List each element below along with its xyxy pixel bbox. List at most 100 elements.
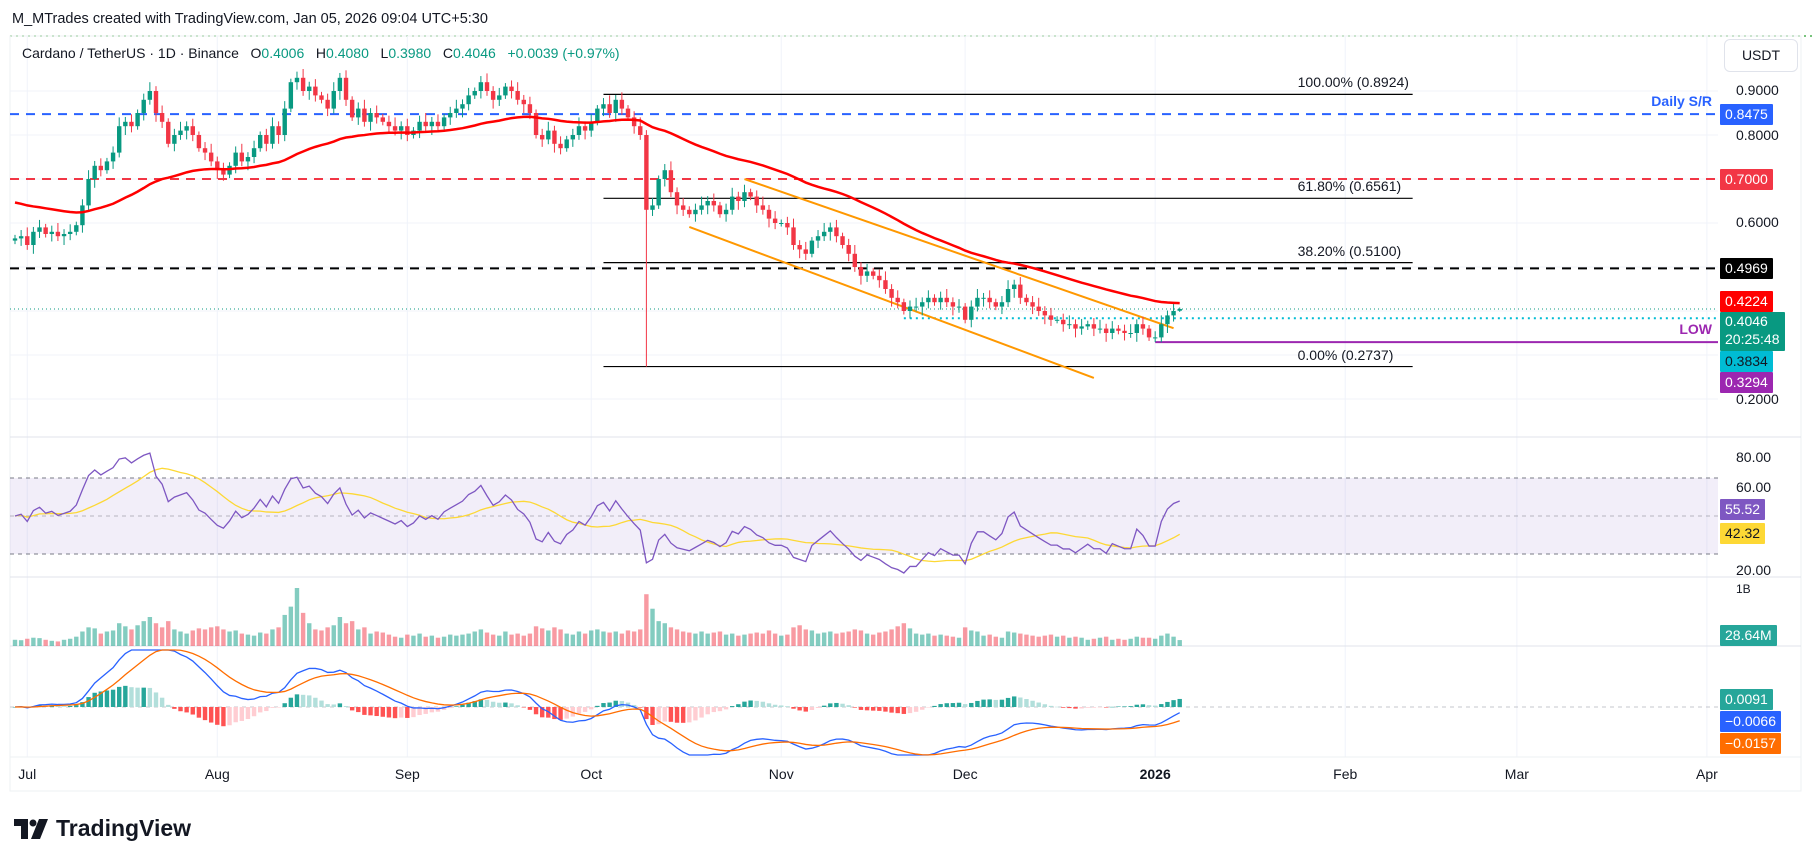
candle-body xyxy=(1146,328,1152,338)
macd-histogram-bar xyxy=(589,707,594,710)
macd-histogram-bar xyxy=(196,707,202,718)
candle-body xyxy=(141,99,146,113)
volume-bar xyxy=(907,628,913,646)
candle-body xyxy=(380,117,385,122)
candle-body xyxy=(779,223,784,224)
volume-bar xyxy=(319,630,324,646)
price-label: 0.3294 xyxy=(1720,371,1773,393)
volume-bar xyxy=(730,633,735,646)
macd-histogram-bar xyxy=(233,707,238,723)
candle-body xyxy=(1171,311,1176,316)
macd-histogram-bar xyxy=(472,701,477,707)
candle-body xyxy=(803,249,808,254)
rsi-line xyxy=(14,452,1180,574)
volume-bar xyxy=(975,631,980,646)
candle-body xyxy=(1165,315,1170,325)
candle-body xyxy=(625,108,631,118)
candle-body xyxy=(772,218,778,223)
candle-body xyxy=(110,152,116,162)
macd-histogram-bar xyxy=(1079,707,1084,709)
volume-bar xyxy=(601,631,606,646)
candle-body xyxy=(846,245,851,254)
candle-body xyxy=(631,117,637,127)
macd-histogram-bar xyxy=(448,707,453,709)
candle-body xyxy=(1122,330,1127,333)
volume-bar xyxy=(1171,636,1176,646)
candle-body xyxy=(742,192,747,201)
macd-histogram-bar xyxy=(766,703,772,707)
volume-bar xyxy=(417,633,422,646)
macd-histogram-bar xyxy=(1097,707,1103,708)
volume-bar xyxy=(1122,639,1127,646)
candle-body xyxy=(895,297,900,303)
volume-bar xyxy=(582,633,588,646)
volume-bar xyxy=(159,627,165,646)
candle-body xyxy=(638,126,643,135)
candle-body xyxy=(595,108,600,122)
macd-histogram-bar xyxy=(736,704,741,707)
volume-bar xyxy=(687,632,692,646)
time-axis-label: Mar xyxy=(1504,766,1529,782)
volume-bar xyxy=(1116,638,1121,646)
candle-body xyxy=(668,170,674,193)
tradingview-logo[interactable]: TradingView xyxy=(14,815,191,842)
close-label: C xyxy=(442,45,453,61)
candle-body xyxy=(809,240,815,254)
price-tick: 0.9000 xyxy=(1736,82,1779,98)
rsi-tick: 60.00 xyxy=(1736,479,1772,495)
candle-body xyxy=(656,179,661,206)
macd-histogram-bar xyxy=(478,699,484,707)
volume-bar xyxy=(374,631,379,646)
candle-body xyxy=(993,302,998,307)
macd-histogram-bar xyxy=(313,697,318,707)
candle-body xyxy=(913,306,919,308)
macd-histogram-bar xyxy=(509,703,514,707)
candle-body xyxy=(1054,319,1060,321)
macd-histogram-bar xyxy=(730,706,735,707)
currency-button[interactable]: USDT xyxy=(1724,39,1798,72)
volume-bar xyxy=(680,631,686,646)
volume-bar xyxy=(466,633,471,646)
candle-body xyxy=(932,297,937,303)
volume-bar xyxy=(650,608,655,646)
volume-bar xyxy=(221,629,226,646)
macd-histogram-bar xyxy=(202,707,208,721)
price-label-value: 0.4969 xyxy=(1725,259,1768,276)
price-label: 0.4969 xyxy=(1720,257,1773,279)
candle-body xyxy=(74,225,79,232)
price-label-value: 0.7000 xyxy=(1725,170,1768,187)
volume-bar xyxy=(497,635,502,646)
candle-body xyxy=(699,205,704,210)
volume-bar xyxy=(1140,637,1146,646)
volume-bar xyxy=(435,637,441,646)
macd-line-label: −0.0066 xyxy=(1720,711,1781,732)
candle-body xyxy=(1159,324,1164,338)
volume-bar xyxy=(258,632,263,646)
candle-body xyxy=(104,161,110,171)
candle-body xyxy=(362,108,367,122)
candle-body xyxy=(1128,333,1133,334)
time-axis-label: 2026 xyxy=(1139,766,1171,782)
macd-histogram-bar xyxy=(288,697,294,707)
candle-body xyxy=(18,236,24,239)
macd-histogram-bar xyxy=(1159,704,1164,707)
macd-histogram-bar xyxy=(1067,707,1072,709)
volume-bar xyxy=(521,635,526,646)
candle-body xyxy=(313,86,318,96)
volume-bar xyxy=(166,621,171,646)
volume-bar xyxy=(791,627,796,646)
volume-bar xyxy=(380,632,385,646)
volume-bar xyxy=(454,635,459,646)
volume-bar xyxy=(1024,634,1029,646)
candle-body xyxy=(503,86,508,96)
candle-body xyxy=(509,86,514,91)
volume-bar xyxy=(889,629,894,646)
volume-bar xyxy=(766,630,772,646)
macd-histogram-bar xyxy=(552,707,557,720)
volume-bar xyxy=(533,626,539,646)
candle-body xyxy=(135,113,140,127)
candle-body xyxy=(754,196,759,206)
macd-histogram-bar xyxy=(779,705,784,707)
time-axis-label: Aug xyxy=(204,766,230,782)
